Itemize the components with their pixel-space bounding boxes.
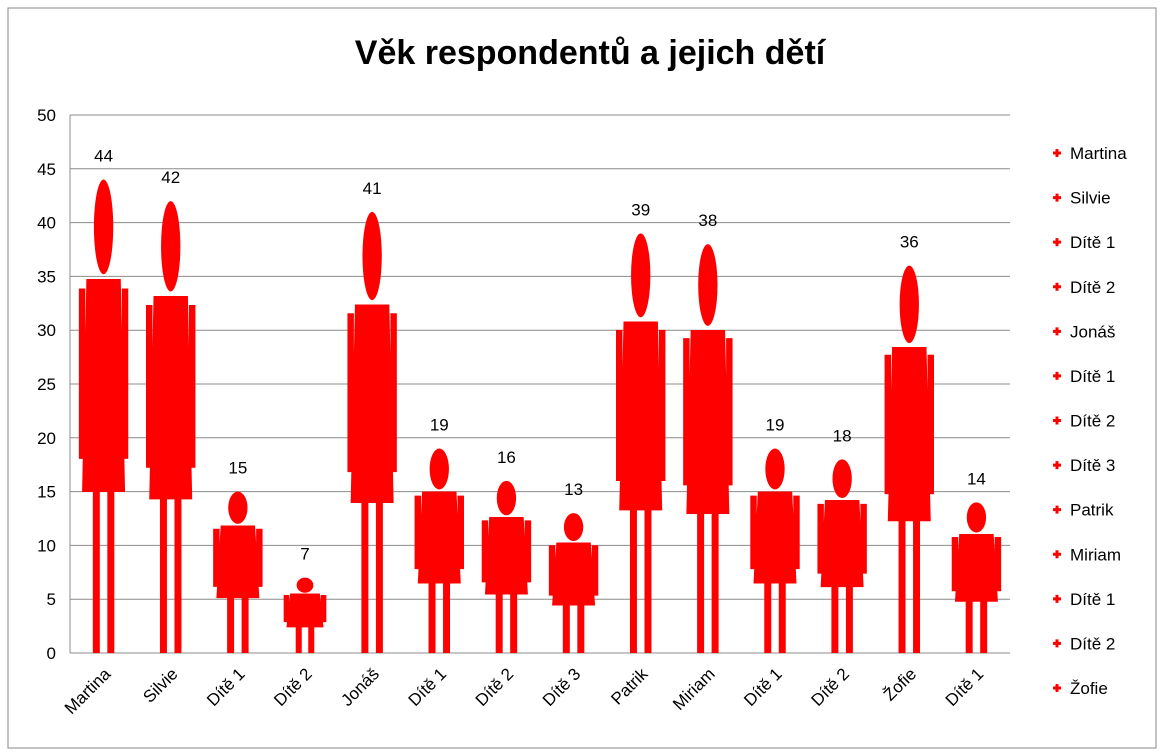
value-label: 14 (967, 469, 986, 488)
value-label: 18 (833, 426, 852, 445)
legend-marker (1053, 461, 1061, 470)
person-icon (683, 244, 733, 653)
value-label: 36 (900, 233, 919, 252)
legend-marker (1053, 238, 1061, 247)
person-icon (481, 480, 532, 653)
legend-label: Dítě 2 (1070, 278, 1115, 297)
legend-marker (1053, 594, 1061, 603)
value-label: 42 (161, 168, 180, 187)
value-label: 19 (430, 416, 449, 435)
legend-marker (1053, 505, 1061, 514)
person-icon (616, 233, 666, 653)
person-icon (213, 491, 263, 653)
value-label: 39 (631, 200, 650, 219)
value-label: 15 (228, 459, 247, 478)
y-tick-label: 10 (37, 536, 56, 555)
y-tick-label: 5 (47, 590, 56, 609)
legend-label: Martina (1070, 144, 1127, 163)
y-tick-label: 40 (37, 214, 56, 233)
value-label: 13 (564, 480, 583, 499)
value-label: 16 (497, 448, 516, 467)
legend-label: Jonáš (1070, 322, 1115, 341)
chart-title: Věk respondentů a jejich dětí (355, 34, 827, 72)
y-tick-label: 30 (37, 321, 56, 340)
value-label: 41 (363, 179, 382, 198)
legend-marker (1053, 193, 1061, 202)
legend-marker (1053, 684, 1061, 692)
legend-label: Dítě 2 (1070, 412, 1115, 431)
person-icon (414, 448, 464, 653)
value-label: 44 (94, 147, 113, 166)
legend-label: Dítě 1 (1070, 590, 1115, 609)
legend-label: Dítě 1 (1070, 367, 1115, 386)
legend-marker (1053, 416, 1061, 425)
legend-label: Miriam (1070, 545, 1121, 564)
value-label: 7 (300, 545, 309, 564)
legend-marker (1053, 282, 1061, 291)
person-icon (283, 577, 327, 653)
person-icon (78, 179, 129, 654)
legend-marker (1053, 371, 1061, 380)
value-label: 19 (766, 416, 785, 435)
person-icon (884, 265, 934, 653)
y-tick-label: 50 (37, 106, 56, 125)
legend-label: Žofie (1070, 679, 1108, 698)
legend-label: Dítě 1 (1070, 233, 1115, 252)
legend-marker (1053, 639, 1061, 648)
value-label: 38 (698, 211, 717, 230)
person-icon (817, 459, 867, 653)
y-tick-label: 0 (47, 644, 56, 663)
person-icon (951, 502, 1002, 653)
legend-label: Silvie (1070, 189, 1111, 208)
y-tick-label: 45 (37, 160, 56, 179)
legend-label: Patrik (1070, 501, 1114, 520)
legend-marker (1053, 327, 1061, 336)
legend-label: Dítě 3 (1070, 456, 1115, 475)
legend-label: Dítě 2 (1070, 634, 1115, 653)
legend-marker (1053, 149, 1061, 157)
y-tick-label: 15 (37, 483, 56, 502)
person-icon (347, 211, 397, 653)
person-icon (750, 448, 800, 653)
legend-marker (1053, 550, 1061, 559)
y-tick-label: 35 (37, 267, 56, 286)
y-tick-label: 25 (37, 375, 56, 394)
y-tick-label: 20 (37, 429, 56, 448)
person-icon (548, 513, 599, 653)
person-icon (146, 201, 196, 653)
